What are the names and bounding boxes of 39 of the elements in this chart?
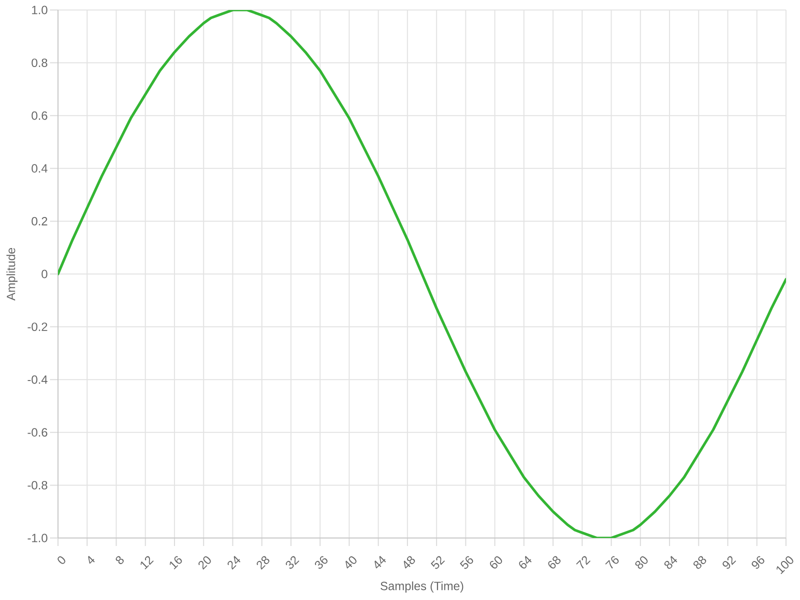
x-tick-label: 36 — [314, 556, 328, 569]
x-tick-label: 88 — [693, 556, 706, 569]
x-tick-label: 12 — [140, 556, 154, 570]
x-tick-label: 40 — [346, 556, 356, 569]
x-tick-label: 52 — [430, 556, 445, 569]
x-tick-label: 28 — [256, 556, 270, 570]
x-tick-label: 44 — [374, 556, 386, 568]
x-tick-label: 100 — [776, 556, 794, 574]
x-tick-label: 0 — [58, 556, 66, 564]
y-tick-label: 1.0 — [32, 6, 48, 14]
x-tick-label: 64 — [519, 556, 532, 569]
x-tick-label: 20 — [198, 556, 211, 570]
x-tick-label: 84 — [664, 556, 678, 569]
x-tick-label: 96 — [752, 556, 764, 569]
x-tick-label: 80 — [635, 556, 648, 569]
y-tick-label: 0.4 — [32, 164, 48, 173]
x-tick-label: 76 — [605, 556, 619, 569]
x-tick-label: 92 — [722, 556, 736, 569]
x-tick-label: 48 — [404, 556, 415, 569]
x-axis-title: Samples (Time) — [380, 581, 464, 593]
x-tick-label: 60 — [490, 556, 502, 569]
y-tick-label: -0.4 — [28, 375, 48, 384]
x-tick-label: 24 — [228, 556, 240, 570]
x-tick-label: 16 — [170, 556, 182, 570]
y-tick-label: -1.0 — [28, 534, 48, 542]
y-tick-label: -0.2 — [28, 322, 48, 332]
x-tick-label: 8 — [116, 556, 124, 564]
y-tick-label: 0.6 — [32, 111, 48, 120]
y-tick-label: 0.2 — [32, 216, 48, 226]
x-tick-label: 32 — [286, 556, 300, 569]
x-tick-label: 72 — [576, 556, 590, 569]
y-tick-label: -0.6 — [28, 428, 48, 437]
y-tick-label: 0 — [42, 270, 48, 278]
x-tick-label: 68 — [548, 556, 561, 569]
y-tick-label: 0.8 — [32, 58, 48, 68]
y-tick-label: -0.8 — [28, 480, 48, 490]
x-tick-label: 56 — [460, 556, 474, 569]
y-axis-title: Amplitude — [6, 248, 18, 301]
x-tick-label: 4 — [88, 556, 95, 564]
